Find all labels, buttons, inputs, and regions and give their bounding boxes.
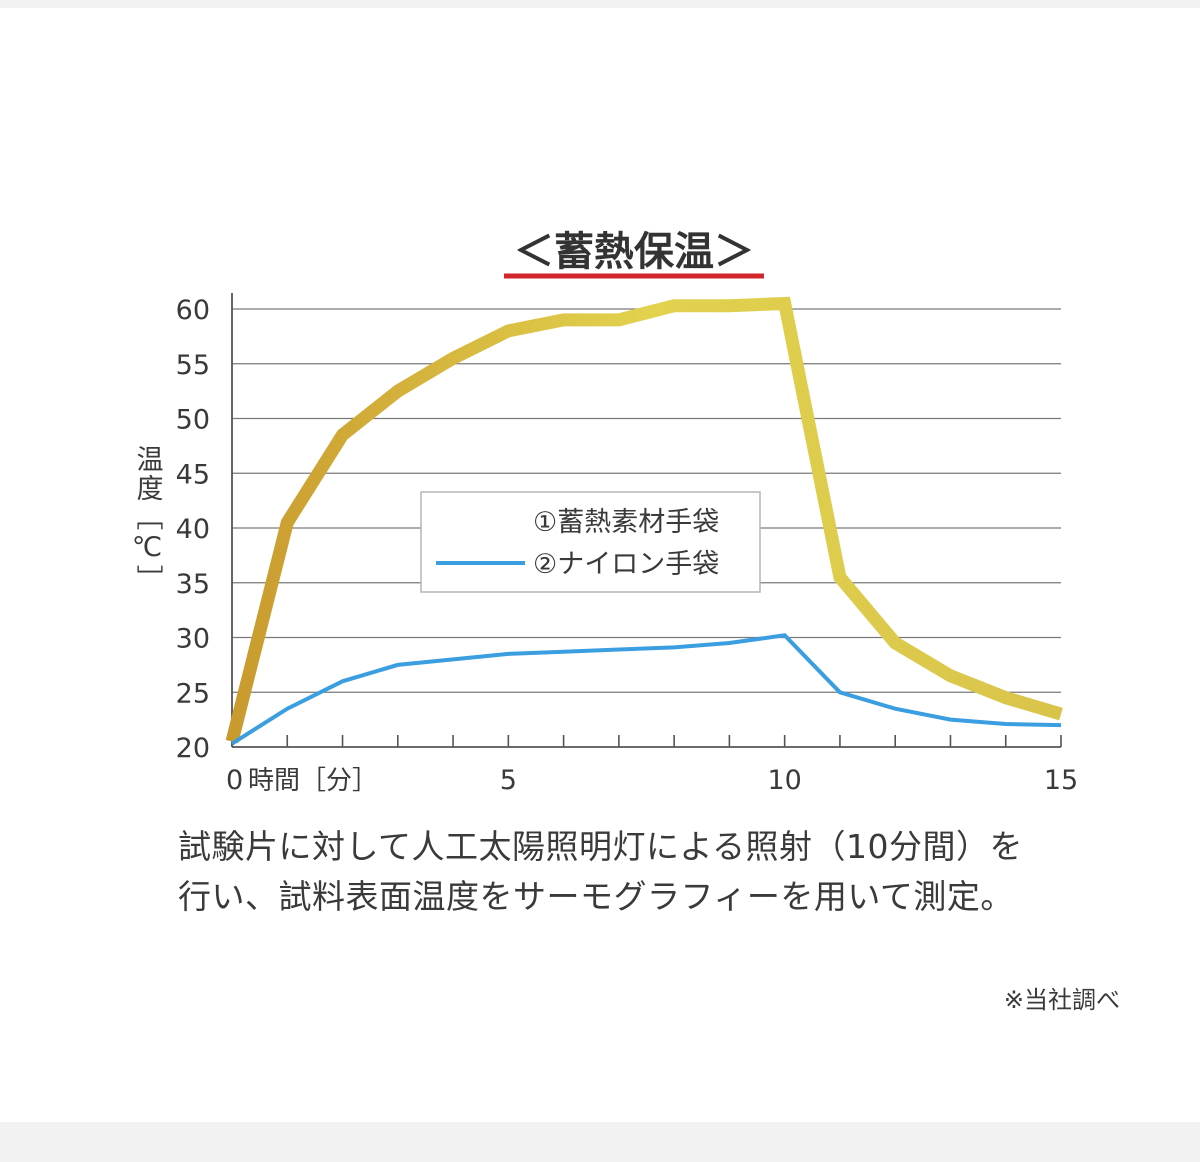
y-tick-label: 55 [176, 350, 210, 381]
source-note: ※当社調べ [1003, 986, 1120, 1014]
legend: ①蓄熱素材手袋 ②ナイロン手袋 [420, 491, 761, 593]
caption-line-2: 行い、試料表面温度をサーモグラフィーを用いて測定。 [178, 877, 1014, 916]
x-tick-label: 10 [767, 765, 801, 796]
y-tick-label: 35 [176, 569, 210, 600]
legend-label: ②ナイロン手袋 [533, 549, 719, 580]
y-tick-label: 20 [176, 733, 210, 764]
y-tick-label: 40 [176, 514, 210, 545]
chart-title-group: ＜蓄熱保温＞ [504, 229, 764, 279]
y-axis-label: 温度［℃］ [132, 445, 164, 594]
y-tick-label: 25 [176, 678, 210, 709]
series-lines [225, 296, 1063, 746]
top-strip [0, 0, 1200, 8]
series-line-nylon-glove [230, 633, 1062, 746]
x-tick-label: 0 [226, 765, 243, 796]
legend-box [420, 491, 761, 593]
chart-title: ＜蓄熱保温＞ [514, 229, 754, 275]
bottom-strip [0, 1122, 1200, 1162]
x-tick-label: 5 [500, 765, 517, 796]
x-axis-label: 時間［分］ [248, 766, 378, 796]
axes: 20 25 30 35 40 45 50 55 60 0 5 10 15 時間［分］ 温度［℃］ [132, 293, 1078, 796]
series-line-heat-glove [225, 296, 1063, 744]
caption-line-1: 試験片に対して人工太陽照明灯による照射（10分間）を [178, 827, 1024, 866]
legend-label: ①蓄熱素材手袋 [533, 507, 719, 538]
x-tick-label: 15 [1044, 765, 1078, 796]
y-tick-label: 60 [176, 295, 210, 326]
caption: 試験片に対して人工太陽照明灯による照射（10分間）を 行い、試料表面温度をサーモ… [178, 822, 1138, 922]
y-tick-label: 50 [176, 405, 210, 436]
y-tick-label: 30 [176, 624, 210, 655]
y-tick-label: 45 [176, 459, 210, 490]
